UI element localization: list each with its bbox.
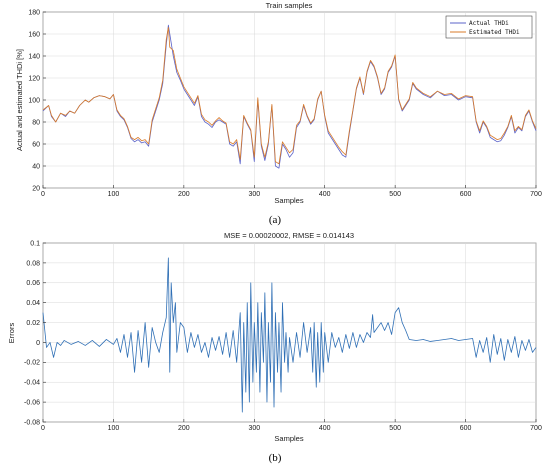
series-group-a <box>42 24 537 169</box>
x-tick-label: 0 <box>41 425 45 432</box>
x-tick-label: 400 <box>319 191 331 198</box>
y-tick-label: -0.04 <box>24 380 40 387</box>
x-tick-label: 200 <box>178 191 190 198</box>
y-tick-label: 80 <box>32 119 40 126</box>
x-tick-label: 600 <box>460 425 472 432</box>
y-tick-label: 100 <box>28 97 40 104</box>
y-tick-label: -0.06 <box>24 400 40 407</box>
series-group-b <box>42 257 537 413</box>
chart-panel-b: MSE = 0.00020002, RMSE = 0.014143 0 100 20… <box>7 231 542 464</box>
x-tick-label: 100 <box>108 425 120 432</box>
x-tick-label: 300 <box>248 425 260 432</box>
x-tick-label: 200 <box>178 425 190 432</box>
y-tick-label: 120 <box>28 75 40 82</box>
y-tick-label: 0.04 <box>26 300 40 307</box>
x-tick-label: 600 <box>460 191 472 198</box>
y-tick-label: 0.02 <box>26 320 40 327</box>
x-tick-label: 500 <box>389 191 401 198</box>
legend: Actual THDi Estimated THDi <box>445 15 533 39</box>
panel-caption-b: (b) <box>269 452 282 464</box>
ticks-a: 0 100 200 300 400 500 600 700 20 40 60 80 100 120 140 1… <box>28 9 542 198</box>
y-tick-label: 40 <box>32 163 40 170</box>
chart-panel-a: Train samples 0 100 200 300 400 500 600 700 20 40… <box>15 1 542 226</box>
x-tick-label: 700 <box>530 425 542 432</box>
x-tick-label: 500 <box>389 425 401 432</box>
legend-label-estimated: Estimated THDi <box>469 29 520 36</box>
legend-label-actual: Actual THDi <box>469 20 509 27</box>
series-line-estimated-thdi <box>42 26 537 165</box>
x-axis-label-a: Samples <box>274 196 303 205</box>
plot-area-b <box>42 242 537 423</box>
x-tick-label: 400 <box>319 425 331 432</box>
y-axis-label-a: Actual and estimated THDi [%] <box>15 49 24 151</box>
x-tick-label: 0 <box>41 191 45 198</box>
y-tick-label: 160 <box>28 31 40 38</box>
error-series-line <box>42 257 537 413</box>
y-tick-label: 0.08 <box>26 260 40 267</box>
y-tick-label: 60 <box>32 141 40 148</box>
y-tick-label: -0.02 <box>24 360 40 367</box>
x-axis-label-b: Samples <box>274 434 303 443</box>
x-tick-label: 300 <box>248 191 260 198</box>
y-tick-label: -0.08 <box>24 419 40 426</box>
ticks-b: 0 100 200 300 400 500 600 700 -0.08 -0.06 -0.04 -0.… <box>24 240 542 432</box>
chart-title-b: MSE = 0.00020002, RMSE = 0.014143 <box>224 231 354 240</box>
y-tick-label: 0.06 <box>26 280 40 287</box>
x-tick-label: 100 <box>108 191 120 198</box>
x-tick-label: 700 <box>530 191 542 198</box>
y-tick-label: 180 <box>28 9 40 16</box>
y-tick-label: 20 <box>32 185 40 192</box>
legend-box <box>445 15 533 39</box>
y-tick-label: 0 <box>36 340 40 347</box>
chart-title-a: Train samples <box>266 1 313 10</box>
y-tick-label: 0.1 <box>30 240 40 247</box>
panel-caption-a: (a) <box>269 214 282 226</box>
grid-a <box>42 11 537 189</box>
y-axis-label-b: Errors <box>7 323 16 344</box>
y-tick-label: 140 <box>28 53 40 60</box>
